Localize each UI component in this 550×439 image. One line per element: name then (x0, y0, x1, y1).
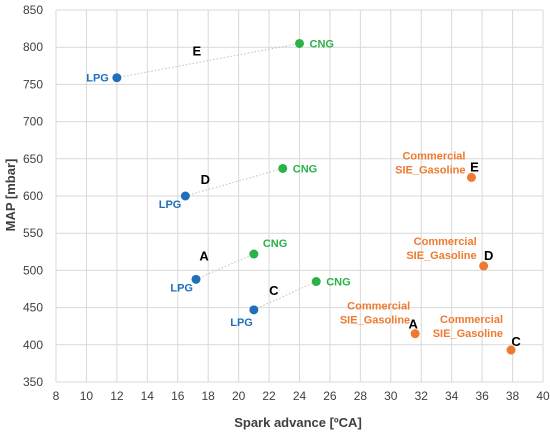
x-tick-label: 36 (475, 389, 489, 403)
data-point-lpg-A (191, 274, 201, 284)
point-label-line: SIE_Gasoline (340, 315, 410, 327)
x-tick-label: 34 (445, 389, 459, 403)
connector-line-C (253, 281, 317, 311)
x-tick-label: 16 (171, 389, 185, 403)
x-tick-label: 26 (323, 389, 337, 403)
data-point-gasoline-C (506, 345, 516, 355)
x-tick-label: 18 (202, 389, 216, 403)
case-label-A: A (199, 248, 209, 263)
case-label-A: A (408, 317, 418, 332)
y-tick-label: 750 (23, 77, 43, 91)
point-label-line: SIE_Gasoline (433, 328, 503, 340)
data-point-lpg-D (180, 191, 190, 201)
y-axis-title: MAP [mbar] (3, 159, 18, 232)
connector-line-A (195, 253, 255, 280)
point-label-gasoline-D: Commercial SIE_Gasoline (406, 236, 476, 262)
point-labels: LPG E CNG LPG D CNG LPG A CNG LPG C CNG Commercial SI… (86, 38, 521, 349)
x-tick-label: 8 (53, 389, 60, 403)
x-tick-label: 12 (110, 389, 124, 403)
point-label-line: SIE_Gasoline (395, 164, 465, 176)
y-tick-label: 850 (23, 3, 43, 17)
point-label-lpg-D: LPG (159, 199, 182, 211)
x-tick-label: 10 (80, 389, 94, 403)
data-point-gasoline-A (410, 329, 420, 339)
point-label-line: SIE_Gasoline (406, 250, 476, 262)
data-point-cng-D (278, 163, 288, 173)
case-label-C: C (269, 283, 279, 298)
point-label-line: Commercial (414, 236, 477, 248)
x-axis-title: Spark advance [ºCA] (234, 415, 362, 430)
connector-lines (116, 42, 317, 311)
data-points (112, 38, 516, 355)
connector-line-E (116, 42, 300, 79)
case-label-D: D (201, 172, 210, 187)
x-tick-label: 20 (232, 389, 246, 403)
tick-labels: 8 10 12 14 16 18 20 22 24 26 28 30 32 34 36 38 40 350 400 4… (23, 3, 550, 403)
case-label-C: C (511, 334, 521, 349)
connector-line-D (185, 167, 283, 197)
data-point-cng-E (295, 38, 304, 48)
case-label-D: D (484, 248, 493, 263)
y-tick-label: 450 (23, 301, 43, 315)
y-tick-label: 700 (23, 115, 43, 129)
data-point-lpg-C (249, 305, 259, 315)
y-tick-label: 350 (23, 375, 43, 389)
data-point-gasoline-E (466, 172, 476, 182)
point-label-cng-C: CNG (326, 277, 350, 289)
y-tick-label: 800 (23, 40, 43, 54)
point-label-cng-A: CNG (263, 238, 287, 250)
point-label-line: Commercial (440, 314, 503, 326)
data-point-cng-A (249, 249, 259, 259)
case-label-E: E (193, 44, 202, 59)
gridlines (55, 9, 544, 383)
x-tick-label: 40 (536, 389, 550, 403)
y-tick-label: 650 (23, 152, 43, 166)
x-tick-label: 24 (293, 389, 307, 403)
point-label-gasoline-E: Commercial SIE_Gasoline (395, 150, 465, 176)
point-label-lpg-E: LPG (86, 73, 109, 85)
data-point-gasoline-D (479, 261, 489, 271)
y-tick-label: 600 (23, 189, 43, 203)
y-tick-label: 500 (23, 263, 43, 277)
x-tick-label: 32 (415, 389, 429, 403)
x-tick-label: 14 (141, 389, 155, 403)
case-label-E: E (470, 159, 479, 174)
x-tick-label: 38 (506, 389, 520, 403)
point-label-cng-E: CNG (310, 38, 334, 50)
point-label-cng-D: CNG (293, 163, 317, 175)
point-label-lpg-A: LPG (170, 282, 193, 294)
x-tick-label: 28 (354, 389, 368, 403)
point-label-gasoline-A: Commercial SIE_Gasoline (340, 301, 410, 327)
x-tick-label: 30 (384, 389, 398, 403)
point-label-line: Commercial (347, 301, 410, 313)
data-point-cng-C (311, 277, 321, 287)
point-label-line: Commercial (402, 150, 465, 162)
data-point-lpg-E (112, 73, 122, 83)
y-tick-label: 400 (23, 338, 43, 352)
point-label-gasoline-C: Commercial SIE_Gasoline (433, 314, 503, 340)
y-tick-label: 550 (23, 226, 43, 240)
x-tick-label: 22 (262, 389, 276, 403)
point-label-lpg-C: LPG (230, 317, 253, 329)
